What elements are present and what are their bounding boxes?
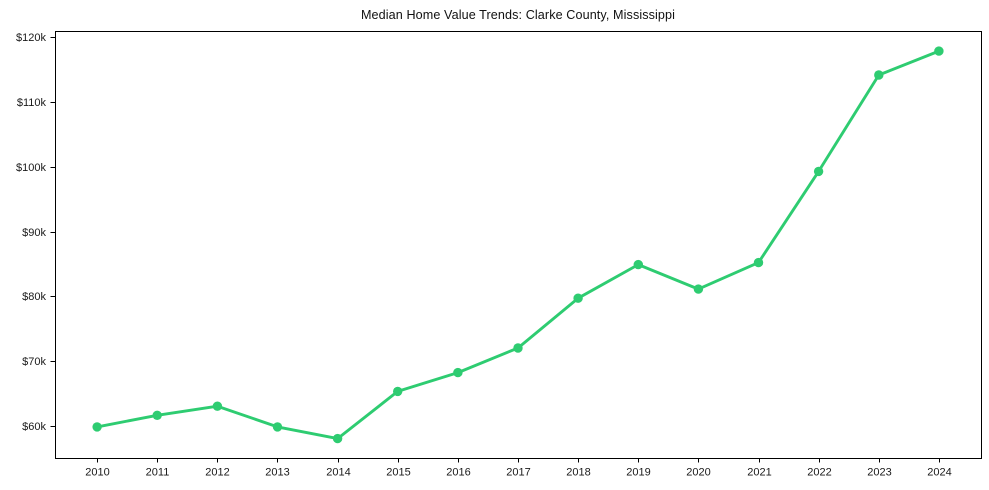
x-tick-label: 2010 (85, 467, 109, 479)
series-line (95, 49, 941, 441)
data-point-marker (212, 401, 223, 411)
data-point-marker (633, 259, 643, 270)
data-point-marker (513, 343, 523, 353)
x-tick-label: 2023 (867, 467, 891, 479)
y-tick-label: $120k (16, 32, 46, 44)
x-tick-label: 2014 (326, 467, 350, 479)
x-tick-label: 2016 (446, 467, 470, 479)
y-tick-label: $90k (22, 227, 46, 239)
x-tick-label: 2021 (747, 467, 771, 479)
x-tick-label: 2017 (506, 467, 530, 479)
x-tick-label: 2011 (146, 467, 170, 479)
y-tick-label: $60k (22, 421, 46, 433)
plot-border (55, 31, 982, 459)
data-point-marker (934, 46, 944, 56)
data-point-marker (453, 367, 463, 378)
y-tick-label: $80k (22, 291, 46, 303)
x-tick-label: 2019 (626, 467, 650, 479)
data-point-marker (92, 422, 102, 432)
data-point-marker (152, 410, 162, 420)
data-point-marker (272, 422, 283, 432)
x-tick-label: 2022 (807, 467, 831, 479)
x-tick-label: 2012 (205, 467, 229, 479)
data-point-marker (393, 386, 403, 397)
data-point-marker (332, 433, 343, 444)
data-point-marker (693, 284, 704, 294)
data-point-marker (813, 166, 824, 177)
x-tick-label: 2020 (686, 467, 710, 479)
x-tick-label: 2024 (927, 467, 951, 479)
x-tick-label: 2015 (386, 467, 410, 479)
y-tick-label: $70k (22, 356, 46, 368)
chart-title: Median Home Value Trends: Clarke County,… (360, 8, 676, 22)
data-point-marker (874, 70, 884, 80)
data-point-marker (753, 257, 764, 268)
y-tick-label: $100k (16, 162, 46, 174)
x-tick-label: 2018 (566, 467, 590, 479)
y-tick-label: $110k (17, 97, 47, 109)
x-tick-label: 2013 (265, 467, 289, 479)
data-point-marker (573, 293, 583, 303)
